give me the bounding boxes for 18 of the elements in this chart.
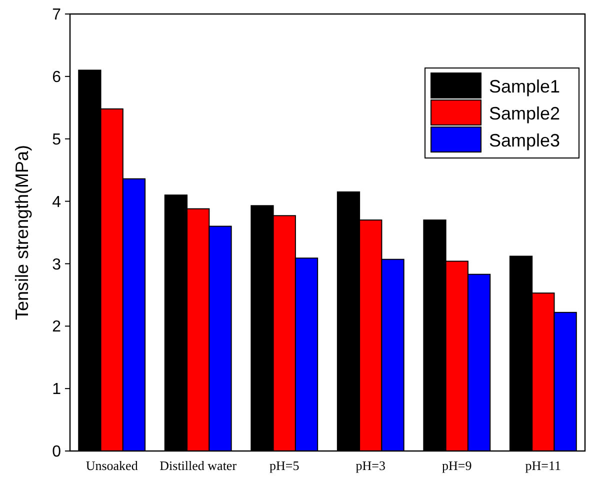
legend-label: Sample2 [489,103,560,124]
x-tick-label: pH=11 [525,458,562,473]
y-tick-label: 5 [52,131,62,148]
x-tick-label: pH=5 [270,458,300,473]
x-tick-label: pH=9 [442,458,472,473]
y-tick-label: 4 [52,194,62,211]
y-tick-label: 2 [52,318,62,336]
y-tick-label: 7 [52,6,62,24]
y-tick-label: 6 [52,69,62,86]
x-tick-label: Distilled water [160,458,238,473]
legend-label: Sample3 [489,130,560,150]
y-axis-title: Tensile strength(MPa) [12,144,32,320]
x-tick-label: Unsoaked [86,458,138,473]
y-tick-label: 3 [52,256,62,274]
x-tick-label: pH=3 [356,458,386,473]
y-tick-label: 1 [52,381,62,398]
legend-label: Sample1 [489,76,560,96]
y-tick-label: 0 [52,444,62,461]
